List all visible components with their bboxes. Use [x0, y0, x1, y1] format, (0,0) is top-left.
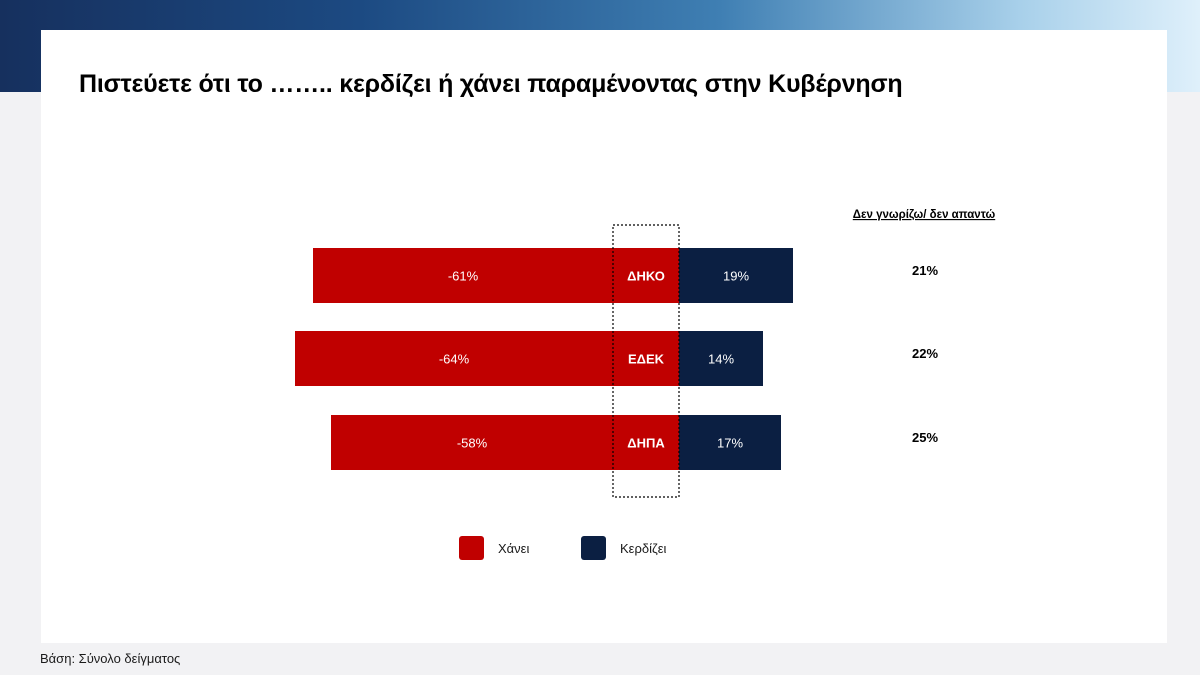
bar-loses-3	[331, 415, 679, 470]
legend-swatch-2	[581, 536, 606, 560]
label-wins-3: 17%	[717, 436, 743, 451]
bar-loses-1	[313, 248, 679, 303]
dont-know-values-group: 21% 22% 25%	[912, 263, 938, 445]
bar-loses-2	[295, 331, 679, 386]
bars-group: -61% 19% -64% 14% -58% 17%	[295, 248, 793, 470]
legend-label-2: Κερδίζει	[620, 541, 667, 556]
label-loses-3: -58%	[457, 436, 488, 451]
dont-know-value-3: 25%	[912, 430, 938, 445]
party-label-box	[612, 224, 680, 498]
bar-wins-3	[679, 415, 781, 470]
category-label-1: ΔΗΚΟ	[627, 269, 665, 284]
legend-swatch-1	[459, 536, 484, 560]
legend: Χάνει Κερδίζει	[459, 536, 667, 560]
dont-know-value-2: 22%	[912, 346, 938, 361]
label-wins-1: 19%	[723, 269, 749, 284]
label-wins-2: 14%	[708, 352, 734, 367]
dont-know-value-1: 21%	[912, 263, 938, 278]
footnote-base: Βάση: Σύνολο δείγματος	[40, 651, 181, 666]
category-label-3: ΔΗΠΑ	[627, 436, 665, 451]
label-loses-2: -64%	[439, 352, 470, 367]
dont-know-header: Δεν γνωρίζω/ δεν απαντώ	[853, 209, 996, 221]
label-loses-1: -61%	[448, 269, 479, 284]
legend-label-1: Χάνει	[498, 541, 529, 556]
category-label-2: ΕΔΕΚ	[628, 352, 665, 367]
party-labels-group: ΔΗΚΟ ΕΔΕΚ ΔΗΠΑ	[627, 269, 665, 451]
chart-title: Πιστεύετε ότι το …….. κερδίζει ή χάνει π…	[79, 70, 903, 98]
bar-wins-1	[679, 248, 793, 303]
bar-wins-2	[679, 331, 763, 386]
